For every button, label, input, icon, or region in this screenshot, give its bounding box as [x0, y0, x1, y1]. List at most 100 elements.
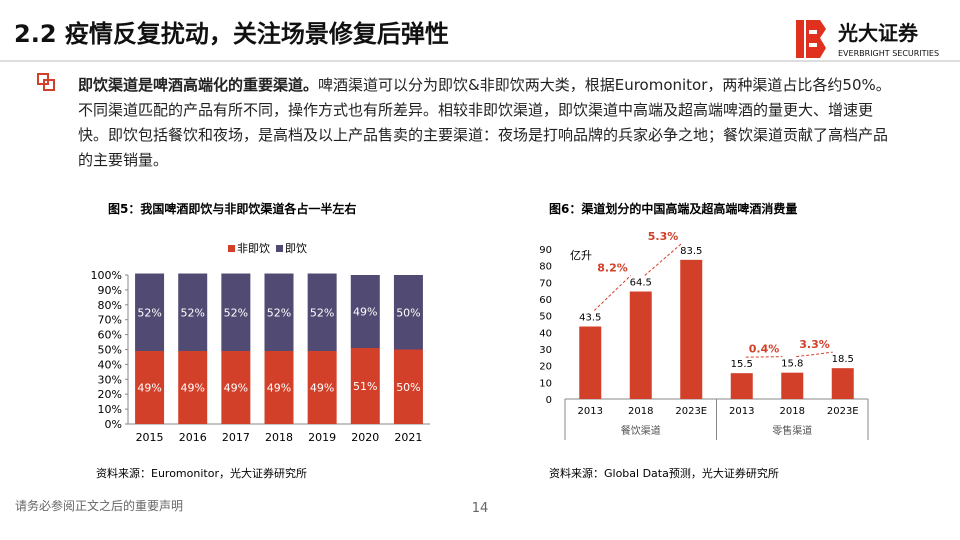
growth-label: 5.3%: [648, 230, 679, 243]
growth-arrow: [644, 243, 682, 276]
lead-text: 即饮渠道是啤酒高端化的重要渠道。: [78, 76, 319, 94]
bar-segment: [393, 275, 423, 350]
y-tick-label: 20%: [98, 388, 122, 401]
bullet-icon: [37, 73, 55, 91]
chart-title: 图5：我国啤酒即饮与非即饮渠道各占一半左右: [108, 201, 356, 216]
y-tick-label: 0%: [105, 418, 122, 431]
source: 资料来源：Euromonitor，光大证券研究所: [96, 466, 307, 480]
bar-segment: [350, 348, 380, 424]
x-tick-label: 2023E: [827, 406, 859, 417]
bar-segment: [350, 275, 380, 349]
y-tick-label: 50%: [98, 344, 122, 357]
y-tick-label: 90: [539, 245, 552, 256]
x-tick-label: 2019: [308, 431, 336, 444]
y-tick-label: 70: [539, 278, 552, 289]
x-tick-label: 2015: [136, 431, 164, 444]
group-label: 餐饮渠道: [621, 424, 661, 437]
x-tick-label: 2018: [265, 431, 293, 444]
y-tick-label: 90%: [98, 284, 122, 297]
bar-segment: [221, 273, 251, 351]
x-tick-label: 2020: [351, 431, 379, 444]
bar-segment: [264, 273, 294, 351]
bar-segment: [307, 350, 337, 424]
y-tick-label: 40: [539, 328, 552, 339]
y-tick-label: 80: [539, 262, 552, 273]
y-tick-label: 20: [539, 362, 552, 373]
legend-swatch: [276, 245, 283, 252]
x-tick-label: 2021: [394, 431, 422, 444]
logo-subtext: EVERBRIGHT SECURITIES: [838, 49, 939, 58]
source: 资料来源：Global Data预测，光大证券研究所: [549, 466, 779, 480]
value-label: 49%: [180, 381, 204, 394]
value-label: 15.8: [781, 359, 803, 370]
value-label: 64.5: [630, 278, 652, 289]
value-label: 52%: [180, 306, 204, 319]
bar-segment: [135, 273, 165, 351]
growth-arrow: [745, 356, 783, 358]
body-text: 即饮渠道是啤酒高端化的重要渠道。啤酒渠道可以分为即饮&非即饮两大类，根据Euro…: [78, 73, 898, 173]
bar-segment: [307, 273, 337, 351]
value-label: 52%: [137, 306, 161, 319]
y-tick-label: 60: [539, 295, 552, 306]
value-label: 43.5: [579, 313, 601, 324]
bar: [831, 368, 854, 399]
value-label: 15.5: [731, 359, 753, 370]
y-tick-label: 30%: [98, 373, 122, 386]
value-label: 49%: [310, 381, 334, 394]
bar: [730, 373, 753, 399]
value-label: 49%: [137, 381, 161, 394]
x-tick-label: 2013: [729, 406, 754, 417]
value-label: 52%: [224, 306, 248, 319]
value-label: 50%: [396, 306, 420, 319]
y-tick-label: 40%: [98, 358, 122, 371]
value-label: 52%: [310, 306, 334, 319]
x-tick-label: 2018: [628, 406, 653, 417]
bar-segment: [178, 273, 208, 351]
chart-title: 图6：渠道划分的中国高端及超高端啤酒消费量: [549, 201, 797, 216]
bar: [680, 259, 703, 399]
x-tick-label: 2013: [578, 406, 603, 417]
bar: [781, 372, 804, 399]
x-tick-label: 2023E: [675, 406, 707, 417]
logo-text: 光大证券: [837, 21, 919, 45]
value-label: 51%: [353, 380, 377, 393]
logo: [796, 20, 826, 58]
growth-label: 3.3%: [799, 338, 830, 351]
y-tick-label: 0: [546, 395, 552, 406]
y-tick-label: 70%: [98, 314, 122, 327]
bar: [629, 291, 652, 399]
value-label: 83.5: [680, 246, 702, 257]
bar-segment: [221, 350, 251, 424]
group-label: 零售渠道: [772, 424, 812, 437]
paragraph: 啤酒渠道可以分为即饮&非即饮两大类，根据Euromonitor，两种渠道占比各约…: [78, 76, 891, 169]
y-tick-label: 80%: [98, 299, 122, 312]
bar-segment: [178, 350, 208, 424]
value-label: 49%: [267, 381, 291, 394]
y-tick-label: 100%: [91, 269, 122, 282]
growth-arrow: [593, 275, 632, 311]
x-tick-label: 2016: [179, 431, 207, 444]
x-tick-label: 2018: [780, 406, 805, 417]
legend-label: 非即饮: [237, 242, 270, 255]
bar-segment: [135, 350, 165, 424]
growth-label: 0.4%: [749, 343, 780, 356]
disclaimer: 请务必参阅正文之后的重要声明: [15, 498, 183, 513]
y-tick-label: 10: [539, 378, 552, 389]
y-tick-label: 60%: [98, 329, 122, 342]
x-tick-label: 2017: [222, 431, 250, 444]
page-number: 14: [472, 501, 489, 516]
slide-title: 2.2 疫情反复扰动，关注场景修复后弹性: [14, 20, 449, 48]
legend-label: 即饮: [285, 242, 307, 255]
bar-segment: [264, 350, 294, 424]
value-label: 52%: [267, 306, 291, 319]
value-label: 18.5: [832, 354, 854, 365]
legend-swatch: [228, 245, 235, 252]
growth-label: 8.2%: [597, 262, 628, 275]
value-label: 49%: [224, 381, 248, 394]
y-tick-label: 10%: [98, 403, 122, 416]
growth-arrow: [796, 351, 833, 358]
value-label: 49%: [353, 306, 377, 319]
axis-unit: 亿升: [570, 249, 592, 262]
bar-segment: [393, 349, 423, 424]
